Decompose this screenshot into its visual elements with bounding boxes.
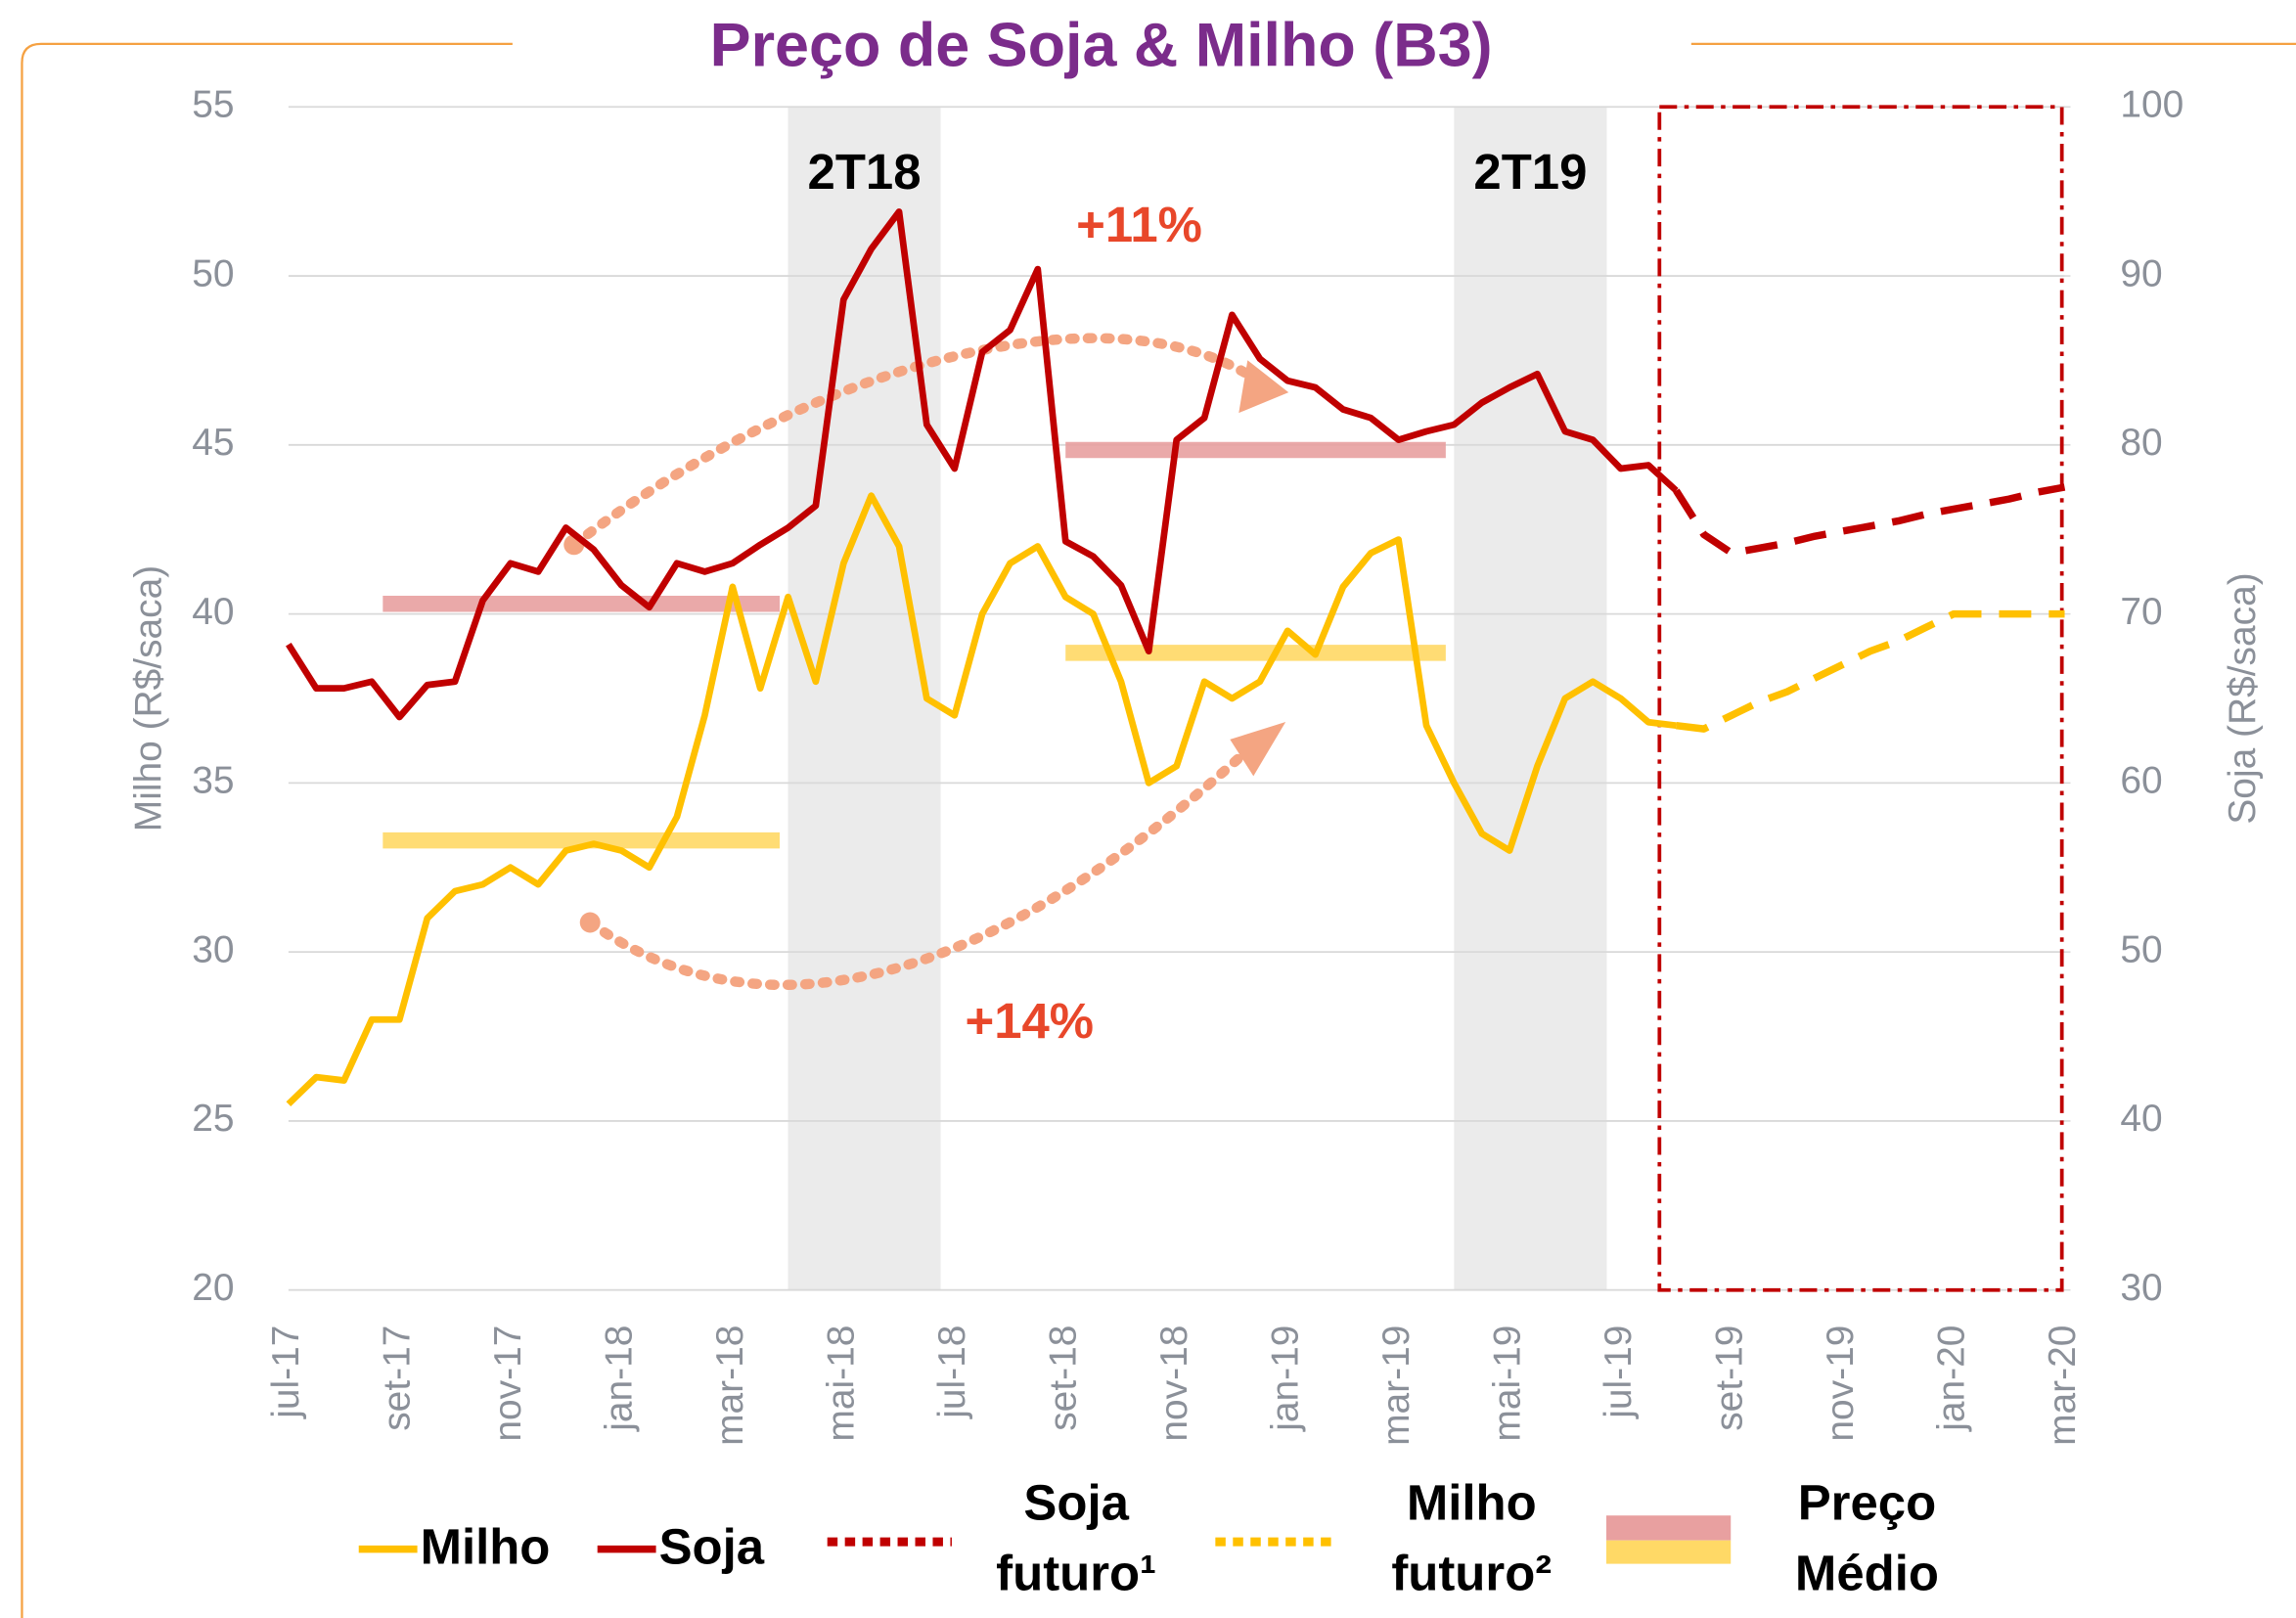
legend-label-box: Milho futuro² — [1391, 1475, 1553, 1602]
y2-tick-label: 90 — [2120, 252, 2162, 294]
y2-tick-label: 40 — [2120, 1098, 2162, 1140]
legend-label: Soja — [659, 1519, 765, 1575]
legend-label: Milho — [421, 1519, 551, 1575]
lines — [286, 105, 2066, 1292]
x-tick-label: mar-19 — [1375, 1326, 1418, 1446]
arrowhead — [1238, 360, 1289, 414]
frame — [21, 42, 513, 1618]
legend: Milho Soja Soja futuro¹ Milho futuro² Preço … — [358, 1475, 1939, 1602]
quarter-band — [788, 107, 941, 1290]
legend-swatch — [1606, 1540, 1732, 1564]
series-line — [1673, 483, 2066, 558]
x-tick-label: jan-20 — [1930, 1326, 1972, 1432]
y2-tick-label: 80 — [2120, 422, 2162, 464]
y2-tick-label: 60 — [2120, 760, 2162, 802]
x-tick-label: nov-17 — [487, 1326, 529, 1442]
y-tick-label: 40 — [192, 591, 234, 633]
y2-tick-label: 50 — [2120, 928, 2162, 970]
y2-axis-label: Soja (R$/saca) — [2222, 572, 2264, 824]
x-tick-label: set-19 — [1708, 1326, 1750, 1431]
y-tick-label: 30 — [192, 928, 234, 970]
legend-label-box: Preço Médio — [1794, 1475, 1939, 1602]
legend-label: Preço Médio — [1794, 1475, 1939, 1602]
y-tick-label: 20 — [192, 1267, 234, 1309]
legend-label: Soja futuro¹ — [996, 1475, 1157, 1602]
x-tick-label: jul-19 — [1598, 1326, 1640, 1419]
x-tick-label: mar-20 — [2042, 1326, 2084, 1446]
axes: 20 25 30 35 40 45 50 55 30 40 50 60 70 80 90 100 jul-17 s… — [192, 84, 2183, 1446]
arrow — [584, 734, 1265, 991]
y-tick-label: 50 — [192, 252, 234, 294]
y-axis-label: Milho (R$/saca) — [127, 565, 169, 831]
legend-label: Milho futuro² — [1391, 1475, 1553, 1602]
series-line — [286, 492, 1677, 1107]
x-tick-label: jul-17 — [265, 1326, 307, 1419]
x-tick-label: set-17 — [377, 1326, 419, 1431]
averages — [383, 441, 1446, 849]
arrow — [568, 333, 1268, 551]
grid — [288, 106, 2065, 1291]
series-line — [286, 208, 1679, 721]
forecast-box — [1657, 105, 2064, 1292]
x-tick-label: mar-18 — [709, 1326, 751, 1446]
y-tick-label: 45 — [192, 422, 234, 464]
x-tick-label: mai-19 — [1486, 1326, 1528, 1442]
arrowhead — [1230, 721, 1286, 777]
x-tick-label: jan-18 — [599, 1326, 641, 1432]
y-tick-label: 55 — [192, 84, 234, 126]
x-tick-label: jan-19 — [1264, 1326, 1306, 1432]
y-tick-label: 35 — [192, 760, 234, 802]
annotation: +14% — [965, 993, 1094, 1049]
x-tick-label: jul-18 — [931, 1326, 973, 1419]
y2-tick-label: 100 — [2120, 84, 2183, 126]
band-label: 2T18 — [808, 144, 922, 200]
x-tick-label: nov-18 — [1153, 1326, 1195, 1442]
band-label: 2T19 — [1473, 144, 1587, 200]
legend-label-box: Soja futuro¹ — [996, 1475, 1157, 1602]
arrows — [563, 333, 1289, 991]
quarter-band — [1454, 107, 1607, 1290]
legend-swatch — [1606, 1515, 1732, 1541]
series-line — [1675, 609, 2065, 733]
y2-tick-label: 70 — [2120, 591, 2162, 633]
bands: 2T18 2T19 — [788, 107, 1607, 1290]
x-tick-label: mai-18 — [821, 1326, 863, 1442]
y-tick-label: 25 — [192, 1098, 234, 1140]
y2-tick-label: 30 — [2120, 1267, 2162, 1309]
x-tick-label: set-18 — [1042, 1326, 1084, 1431]
x-tick-label: nov-19 — [1820, 1326, 1862, 1442]
annotation: +11% — [1076, 197, 1202, 252]
chart-title: Preço de Soja & Milho (B3) — [710, 12, 1493, 80]
